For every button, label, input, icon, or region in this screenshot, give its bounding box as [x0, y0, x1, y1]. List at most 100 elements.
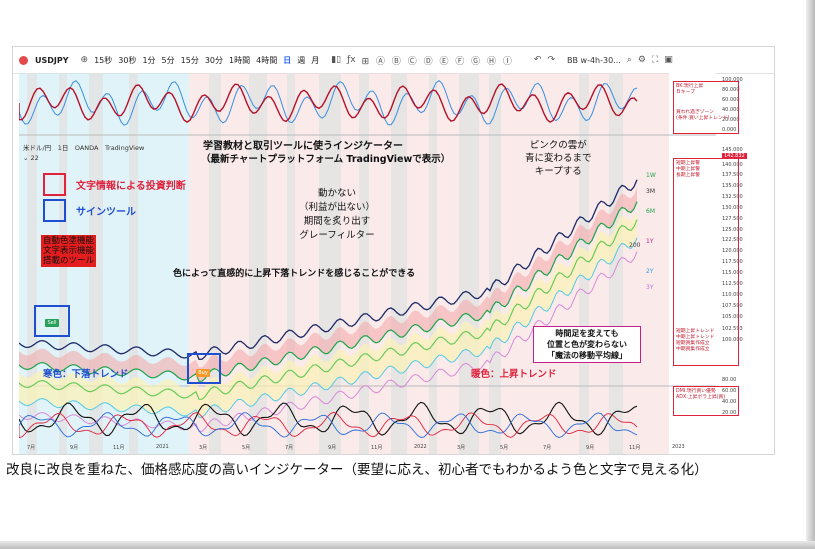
symbol-flag-icon — [19, 55, 28, 65]
legend-sub: ⌄ 22 — [23, 154, 39, 162]
trend-status-3: 長期上昇警 — [676, 173, 700, 178]
interval-0[interactable]: 15秒 — [94, 55, 113, 65]
price-tick: 132.500 — [722, 194, 743, 200]
price-tick: 20.000 — [722, 117, 740, 123]
color-trend-note: 色によって直感的に上昇下落トレンドを感じることができる — [173, 269, 416, 279]
ma-green-line — [19, 201, 638, 382]
settings-icon[interactable]: ⚙ — [637, 55, 646, 65]
legend-blue-item: サインツール — [43, 199, 136, 222]
magic-ma-note: 時間足を変えても 位置と色が変わらない 「魔法の移動平均線」 — [533, 326, 641, 363]
gray-filter-note: 動かない （利益が出ない） 期間を炙り出す グレーフィルター — [299, 187, 375, 243]
price-tick: 130.000 — [722, 205, 743, 211]
time-tick: 5月 — [242, 445, 251, 451]
symbol-label[interactable]: USDJPY — [35, 55, 69, 65]
ma-note-line-3: 「魔法の移動平均線」 — [547, 351, 627, 360]
trend-status-2: 中期上昇警 — [676, 167, 700, 172]
time-tick: 2021 — [156, 444, 169, 450]
dmi-status-panel: DMI:現行買い優勢 ADX:上昇ボラ上昇(買) — [673, 386, 739, 416]
gray-filter-band — [27, 73, 37, 454]
gray-filter-line-2: （利益が出ない） — [299, 202, 376, 213]
price-tick: 125.000 — [722, 227, 743, 233]
interval-8[interactable]: 日 — [283, 55, 292, 65]
gray-filter-band — [459, 73, 479, 454]
caption-text: 改良に改良を重ねた、価格感応度の高いインジケーター（要望に応え、初心者でもわかる… — [6, 462, 708, 478]
red-square-icon — [43, 173, 66, 196]
ma-label: 1Y — [646, 238, 654, 245]
trend-status-5: 中期上昇トレンド — [676, 335, 715, 340]
indicator-icon[interactable]: ƒx — [347, 55, 356, 65]
interval-9[interactable]: 週 — [297, 55, 306, 65]
time-tick: 9月 — [70, 445, 79, 451]
heading-line2: （最新チャートプラットフォーム TradingViewで表示） — [201, 154, 451, 165]
time-tick: 3月 — [457, 445, 466, 451]
interval-1[interactable]: 30秒 — [118, 55, 137, 65]
ma-lightgreen-line — [19, 219, 638, 400]
fullscreen-icon[interactable]: ⛶ — [651, 55, 659, 65]
ma-label: 3M — [646, 188, 655, 195]
price-tick: 102.593 — [722, 326, 743, 332]
time-axis[interactable]: 7月 9月 11月 2021 3月 5月 7月 9月 11月 2022 3月 5月 7月 9月 11月 202… — [19, 444, 716, 454]
gray-filter-band — [129, 73, 138, 454]
interval-3[interactable]: 5分 — [161, 55, 175, 65]
osc-status-2: Ｂキープ — [676, 90, 695, 95]
time-tick: 7月 — [285, 445, 294, 451]
heading-line1: 学習教材と取引ツールに使うインジケーター — [203, 141, 403, 152]
price-tick: 100.000 — [722, 77, 743, 83]
ma-note-line-2: 位置と色が変わらない — [547, 340, 627, 349]
price-axis[interactable]: 100.000 80.000 60.000 40.000 20.000 0.000 145.… — [718, 73, 774, 454]
price-tick: 135.000 — [722, 183, 743, 189]
price-tick: 115.000 — [722, 270, 743, 276]
redo-icon[interactable]: ↷ — [547, 55, 555, 65]
price-tick: 110.000 — [722, 292, 743, 298]
price-tick: 100.000 — [722, 337, 743, 343]
feature-line-1: 自動色塗機能 — [43, 236, 95, 246]
oscillator-fast-line — [19, 80, 638, 126]
trend-status-1: 短期上昇警 — [676, 161, 700, 166]
ma-cyan-line — [19, 237, 638, 418]
trend-status-6: 短期買集作成立 — [676, 341, 710, 346]
osc-status-1: BK:現行上昇 — [676, 84, 704, 89]
drawing-tools-icon[interactable]: ⊞ Ⓐ Ⓑ Ⓒ Ⓓ Ⓔ Ⓕ Ⓖ Ⓗ Ⓘ — [361, 56, 514, 67]
gray-filter-line-3: 期間を炙り出す — [303, 216, 371, 227]
interval-7[interactable]: 4時間 — [256, 55, 278, 65]
buy-signal[interactable]: Buy — [196, 369, 210, 377]
price-tick: 112.500 — [722, 281, 743, 287]
indicator-template-label[interactable]: BB w-4h-30... — [567, 55, 621, 65]
gray-filter-line-4: グレーフィルター — [299, 230, 375, 241]
undo-icon[interactable]: ↶ — [533, 55, 542, 65]
sell-signal[interactable]: Sell — [45, 319, 59, 327]
legend-blue-text: サインツール — [76, 207, 136, 218]
chart-toolbar: USDJPY ⊕ 15秒 30秒 1分 5分 15分 30分 1時間 4時間日週月 ▮▯ ƒx… — [13, 47, 774, 74]
interval-10[interactable]: 月 — [311, 55, 320, 65]
legend-red-item: 文字情報による投資判断 — [43, 173, 186, 196]
interval-2[interactable]: 1分 — [142, 55, 156, 65]
legend-pair: 米ドル/円 — [23, 144, 52, 152]
ma-label: 1W — [646, 172, 656, 179]
gray-filter-band — [429, 73, 437, 454]
interval-5[interactable]: 30分 — [204, 55, 224, 65]
interval-4[interactable]: 15分 — [180, 55, 199, 65]
interval-6[interactable]: 1時間 — [229, 55, 251, 65]
warm-trend-label: 暖色：上昇トレンド — [471, 369, 557, 380]
cold-trend-label: 寒色：下落トレンド — [43, 369, 129, 380]
camera-icon[interactable]: ▣ — [664, 55, 673, 65]
ma-label: 6M — [646, 208, 655, 215]
pink-cloud-line-1: ピンクの雲が — [529, 140, 587, 151]
price-tick: 40.00 — [722, 399, 737, 405]
time-tick: 2023 — [672, 444, 685, 450]
right-blank-zone — [669, 73, 716, 454]
price-tick: 140.000 — [722, 162, 743, 168]
ma-label-200: 200 — [629, 242, 641, 249]
time-tick: 3月 — [199, 445, 208, 451]
buy-signal-box: Buy — [187, 353, 221, 384]
price-tick: 122.500 — [722, 237, 743, 243]
candle-icon[interactable]: ▮▯ — [331, 55, 342, 65]
symbol-legend: 米ドル/円 1日 OANDA TradingView ⌄ 22 — [23, 142, 144, 162]
price-chart-area[interactable]: 1W 3M 6M 1Y 2Y 3Y 200 — [19, 73, 716, 454]
price-tick: 117.500 — [722, 259, 743, 265]
plus-icon[interactable]: ⊕ — [80, 55, 89, 65]
search-icon[interactable]: ⌕ — [626, 55, 632, 65]
trend-status-4: 短期上昇トレンド — [676, 329, 715, 334]
blue-square-icon — [43, 199, 66, 222]
price-tick: 142.832 — [722, 153, 747, 159]
